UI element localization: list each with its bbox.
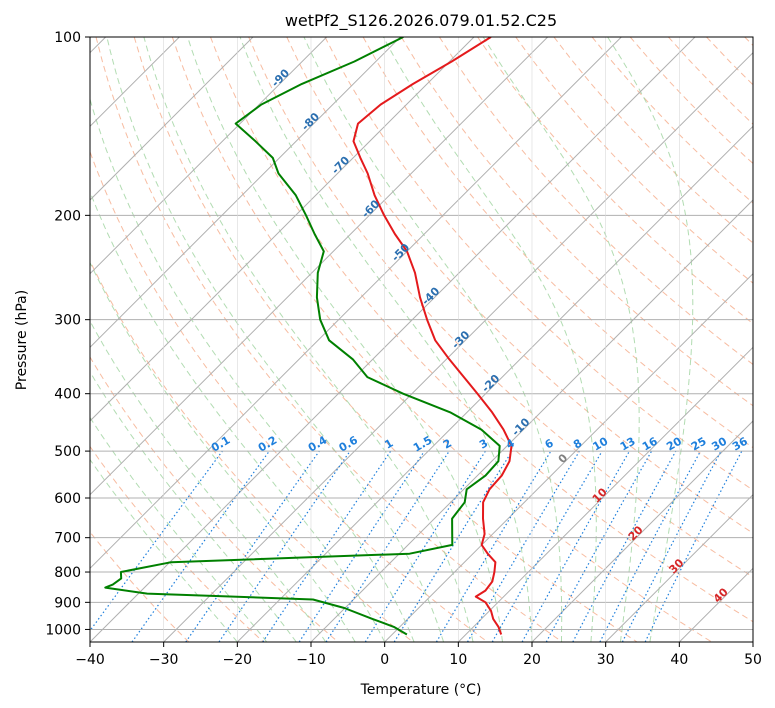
mixing-ratio-line <box>185 450 320 642</box>
moist-adiabat-line <box>143 37 474 642</box>
isotherm-line <box>90 37 475 422</box>
isotherm-line <box>163 51 753 642</box>
dry-adiabat-line <box>90 445 264 642</box>
isotherm-line <box>90 37 549 496</box>
y-tick-label: 700 <box>54 531 81 547</box>
dry-adiabat-line <box>248 37 753 578</box>
x-axis: −40 −30 −20 −10 0 10 20 30 40 50 <box>75 642 762 668</box>
chart-title: wetPf2_S126.2026.079.01.52.C25 <box>285 11 557 31</box>
moist-adiabat-line <box>187 37 503 642</box>
y-axis: 100 200 300 400 500 600 700 800 900 1000 <box>45 30 90 638</box>
y-tick-label: 400 <box>54 387 81 403</box>
pressure-gridlines <box>90 37 753 642</box>
x-axis-label: Temperature (°C) <box>360 682 482 698</box>
dry-adiabat-line <box>477 37 753 325</box>
dry-adiabat-line <box>438 37 753 366</box>
dry-adiabat-line <box>133 37 638 642</box>
y-tick-label: 200 <box>54 208 81 224</box>
mixing-ratio-line <box>325 450 450 642</box>
x-tick-label: 0 <box>380 652 389 668</box>
x-tick-label: −40 <box>75 652 105 668</box>
mixing-ratio-line <box>218 450 351 642</box>
moist-adiabat-line <box>482 37 640 642</box>
y-tick-label: 100 <box>54 30 81 46</box>
dry-adiabat-line <box>90 150 488 642</box>
y-tick-label: 1000 <box>45 622 81 638</box>
moist-adiabat-line <box>382 37 597 642</box>
dry-adiabat-line <box>90 356 339 642</box>
isotherm-line <box>90 37 254 201</box>
moist-adiabat-line <box>106 37 445 642</box>
isotherm-line <box>90 37 328 275</box>
moist-adiabat-line <box>90 458 238 642</box>
moist-adiabat-line <box>303 37 563 642</box>
mixing-ratio-line <box>572 450 677 642</box>
x-tick-label: −20 <box>223 652 253 668</box>
reference-lines <box>90 37 753 642</box>
moist-adiabat-line <box>607 37 694 642</box>
y-tick-label: 900 <box>54 595 81 611</box>
mixing-ratio-line <box>90 450 223 632</box>
mixing-ratio-line <box>644 450 743 642</box>
isotherm-line <box>90 37 401 349</box>
isotherm-line <box>531 420 753 642</box>
mixing-ratio-line <box>262 450 392 642</box>
plot-frame <box>89 36 754 643</box>
temperature-line <box>352 37 513 635</box>
x-tick-label: 30 <box>597 652 615 668</box>
dry-adiabat-line <box>324 37 753 491</box>
moist-adiabat-line <box>90 370 297 642</box>
isotherm-line <box>90 37 696 642</box>
sounding-series <box>104 37 513 636</box>
mixing-ratio-line <box>521 450 631 642</box>
isotherm-line <box>457 346 753 642</box>
x-tick-label: 10 <box>449 652 467 668</box>
mixing-ratio-line <box>545 450 653 642</box>
x-tick-label: 40 <box>670 652 688 668</box>
mixing-ratio-line <box>393 450 513 642</box>
x-tick-label: 50 <box>744 652 762 668</box>
isotherm-line <box>236 125 753 642</box>
mixing-ratio-line <box>131 450 270 642</box>
x-tick-label: −10 <box>296 652 326 668</box>
y-tick-label: 500 <box>54 444 81 460</box>
moist-adiabat-line <box>239 37 533 642</box>
x-tick-label: −30 <box>149 652 179 668</box>
isotherm-line <box>384 272 753 642</box>
dewpoint-line <box>104 37 501 636</box>
moist-adiabat-line <box>90 190 386 642</box>
x-tick-label: 20 <box>523 652 541 668</box>
y-tick-label: 300 <box>54 313 81 329</box>
y-tick-label: 800 <box>54 565 81 581</box>
isotherm-line <box>605 493 753 642</box>
dry-adiabat-line <box>95 37 563 642</box>
moist-adiabat-line <box>90 416 268 642</box>
moist-adiabat-line <box>90 261 356 642</box>
dry-adiabat-line <box>210 37 753 623</box>
mixing-ratio-line <box>298 450 425 642</box>
isotherm-line <box>90 37 622 570</box>
y-tick-label: 600 <box>54 491 81 507</box>
isotherm-line <box>310 199 753 642</box>
moist-adiabat-line <box>90 320 327 642</box>
y-axis-label: Pressure (hPa) <box>14 290 30 390</box>
